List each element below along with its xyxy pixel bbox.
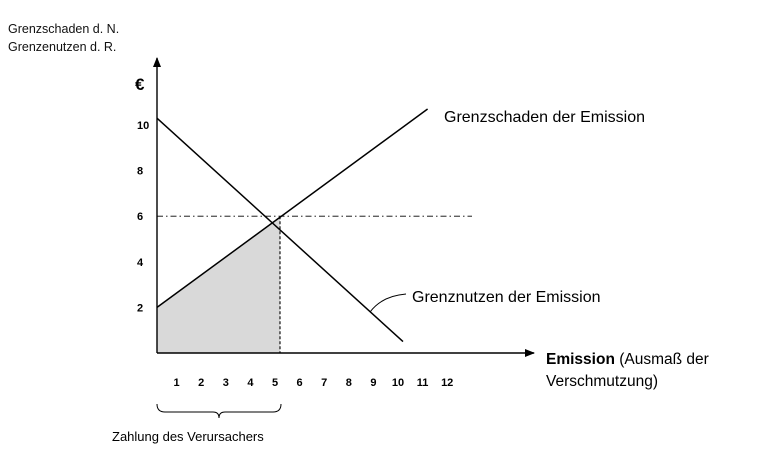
y-tick-label: 10 [137, 120, 149, 132]
x-axis-label: Emission (Ausmaß der [546, 351, 709, 368]
payment-brace [156, 403, 282, 419]
brace-label: Zahlung des Verursachers [112, 429, 264, 444]
y-tick-label: 6 [137, 211, 143, 223]
series-label-grenzschaden: Grenzschaden der Emission [444, 109, 645, 126]
x-tick-label: 11 [417, 377, 429, 389]
x-tick-label: 6 [297, 377, 303, 389]
x-tick-label: 10 [392, 377, 404, 389]
x-tick-label: 5 [272, 377, 278, 389]
shaded-area [157, 216, 280, 353]
x-tick-label: 2 [198, 377, 204, 389]
y-unit-label: € [135, 75, 145, 94]
x-tick-label: 8 [346, 377, 352, 389]
y-axis-label-line-2: Grenzenutzen d. R. [8, 40, 117, 54]
x-tick-label: 7 [321, 377, 327, 389]
y-axis-label-line-1: Grenzschaden d. N. [8, 22, 120, 36]
y-tick-label: 8 [137, 166, 143, 178]
series-label-leader-line [369, 293, 407, 313]
x-axis-label-line-2: Verschmutzung) [546, 373, 658, 390]
y-tick-label: 4 [137, 257, 144, 269]
x-tick-label: 9 [370, 377, 376, 389]
x-tick-label: 3 [223, 377, 229, 389]
series-grenznutzen-line [156, 117, 404, 343]
x-tick-label: 1 [174, 377, 180, 389]
x-tick-label: 12 [441, 377, 453, 389]
x-tick-label: 4 [247, 377, 254, 389]
y-tick-label: 2 [137, 302, 143, 314]
series-label-grenznutzen: Grenznutzen der Emission [412, 289, 601, 306]
series-grenzschaden-line [156, 108, 429, 309]
